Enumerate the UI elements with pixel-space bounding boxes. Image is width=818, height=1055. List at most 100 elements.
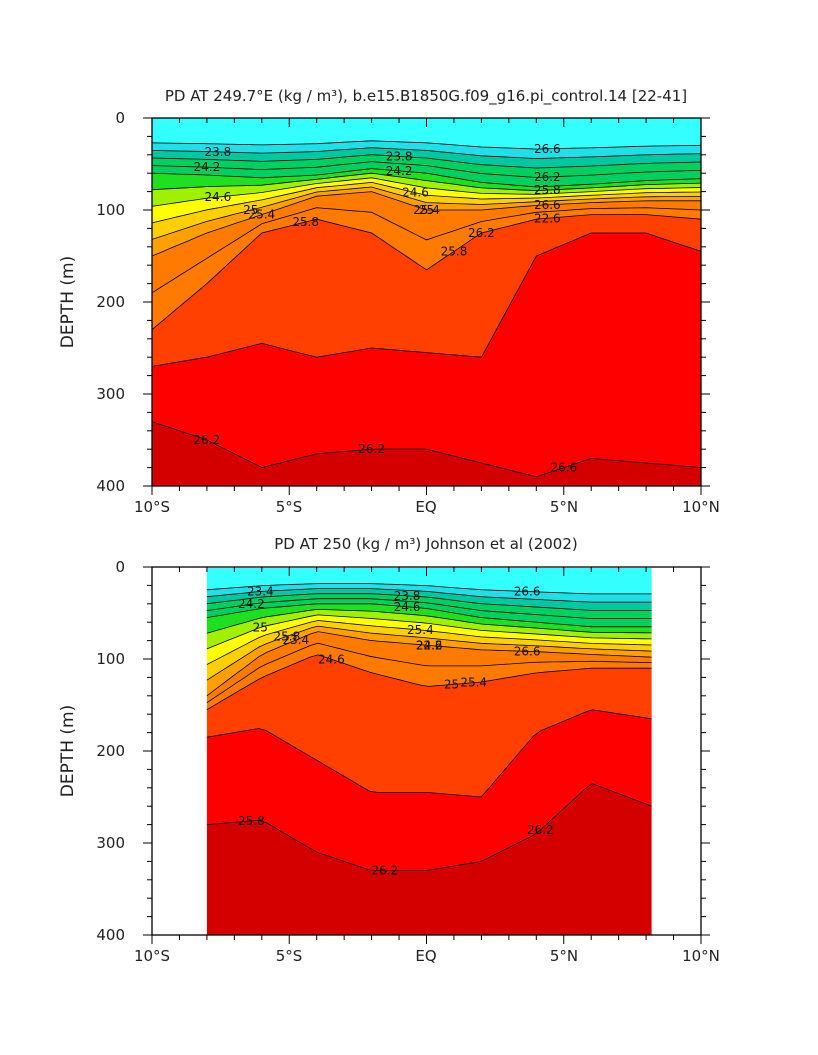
contour-line [206,608,652,634]
contour-label: 24.2 [238,597,265,611]
bottom-axis-ticks [143,566,710,944]
density-band [152,161,701,187]
contour-line [152,161,701,178]
contour-label: 26.6 [534,142,561,156]
contour-line [206,598,652,619]
contour-line [152,214,701,330]
top-y-tick-label: 400 [96,477,125,495]
top-x-tick-label: EQ [415,498,436,516]
density-band [206,620,652,681]
contour-label: 23.4 [282,633,309,647]
contour-label: 26.2 [194,433,221,447]
bottom-y-tick-label: 400 [96,926,125,944]
contour-label: 26.6 [534,198,561,212]
bottom-y-tick-label: 0 [115,558,125,576]
contour-line [206,620,652,665]
bottom-x-tick-label: 10°N [682,947,720,965]
density-band [152,187,701,256]
contour-label: 25.4 [248,208,275,222]
density-band [206,609,652,649]
top-x-tick-label: 5°N [550,498,578,516]
top-contour-lines [152,140,701,478]
contour-label: 26.6 [514,644,541,658]
contour-label: 25.8 [292,215,319,229]
contour-line [152,140,701,150]
bottom-x-tick-label: 5°S [276,947,303,965]
density-band [206,654,652,797]
density-band [206,598,652,627]
density-band [152,233,701,477]
density-band [206,588,652,611]
top-x-tick-label: 10°S [134,498,170,516]
contour-line [152,191,701,257]
contour-label: 25.8 [274,629,301,643]
density-band [152,191,701,293]
contour-line [206,625,652,681]
top-density-field [152,118,701,486]
contour-label: 25 [253,621,268,635]
contour-line [152,172,701,192]
contour-label: 25.4 [460,676,487,690]
contour-label: 26.2 [371,864,398,878]
contour-line [206,631,652,697]
bottom-x-tick-label: 5°N [550,947,578,965]
contour-line [152,181,701,224]
contour-label: 24.2 [416,638,443,652]
contour-label: 25.8 [238,814,265,828]
density-band [152,140,701,159]
bottom-y-tick-label: 300 [96,834,125,852]
contour-line [206,709,652,798]
contour-line [206,654,652,710]
top-y-tick-label: 0 [115,109,125,127]
bottom-density-field [206,568,652,935]
contour-label: 25 [419,203,434,217]
contour-line [206,583,652,595]
contour-line [206,642,652,704]
contour-line [152,147,701,159]
contour-label: 25.4 [413,203,440,217]
top-y-tick-label: 100 [96,201,125,219]
contour-label: 25.4 [407,623,434,637]
density-band [206,709,652,871]
bottom-contour-labels: 23.4 23.824.2 24.625 25.425.822.623.4 24.224… [238,585,554,878]
contour-label: 26.2 [527,823,554,837]
top-y-tick-label: 200 [96,293,125,311]
contour-line [152,232,701,367]
bottom-y-tick-label: 200 [96,742,125,760]
bottom-panel: PD AT 250 (kg / m³) Johnson et al (2002)… [58,535,720,965]
contour-line [206,593,652,611]
density-band [206,603,652,634]
contour-line [206,588,652,603]
contour-label: 26.6 [514,585,541,599]
density-band [206,626,652,696]
contour-line [152,421,701,478]
contour-line [152,186,701,240]
density-band [206,593,652,619]
bottom-x-tick-labels: 10°S 5°S EQ 5°N 10°N [134,947,720,965]
bottom-y-tick-label: 100 [96,650,125,668]
contour-line [152,154,701,169]
contour-line [152,207,701,294]
contour-line [206,603,652,628]
contour-label: 22.6 [534,211,561,225]
bottom-y-axis-label: DEPTH (m) [58,705,78,797]
contour-line [206,783,652,871]
top-x-tick-label: 10°N [682,498,720,516]
density-band [206,783,652,935]
contour-label: 25.8 [441,244,468,258]
bottom-chart-title: PD AT 250 (kg / m³) Johnson et al (2002) [274,535,577,553]
top-chart-title: PD AT 249.7°E (kg / m³), b.e15.B1850G.f0… [165,87,687,106]
contour-label: 26.6 [550,461,577,475]
bottom-x-tick-label: 10°S [134,947,170,965]
contour-label: 24.6 [402,186,429,200]
contour-label: 23.4 [247,585,274,599]
top-x-tick-labels: 10°S 5°S EQ 5°N 10°N [134,498,720,516]
contour-label: 22.6 [416,638,443,652]
contour-label: 24.6 [394,600,421,614]
density-band [152,173,701,207]
top-y-axis-label: DEPTH (m) [58,256,78,348]
density-band [152,154,701,178]
density-band [152,177,701,223]
